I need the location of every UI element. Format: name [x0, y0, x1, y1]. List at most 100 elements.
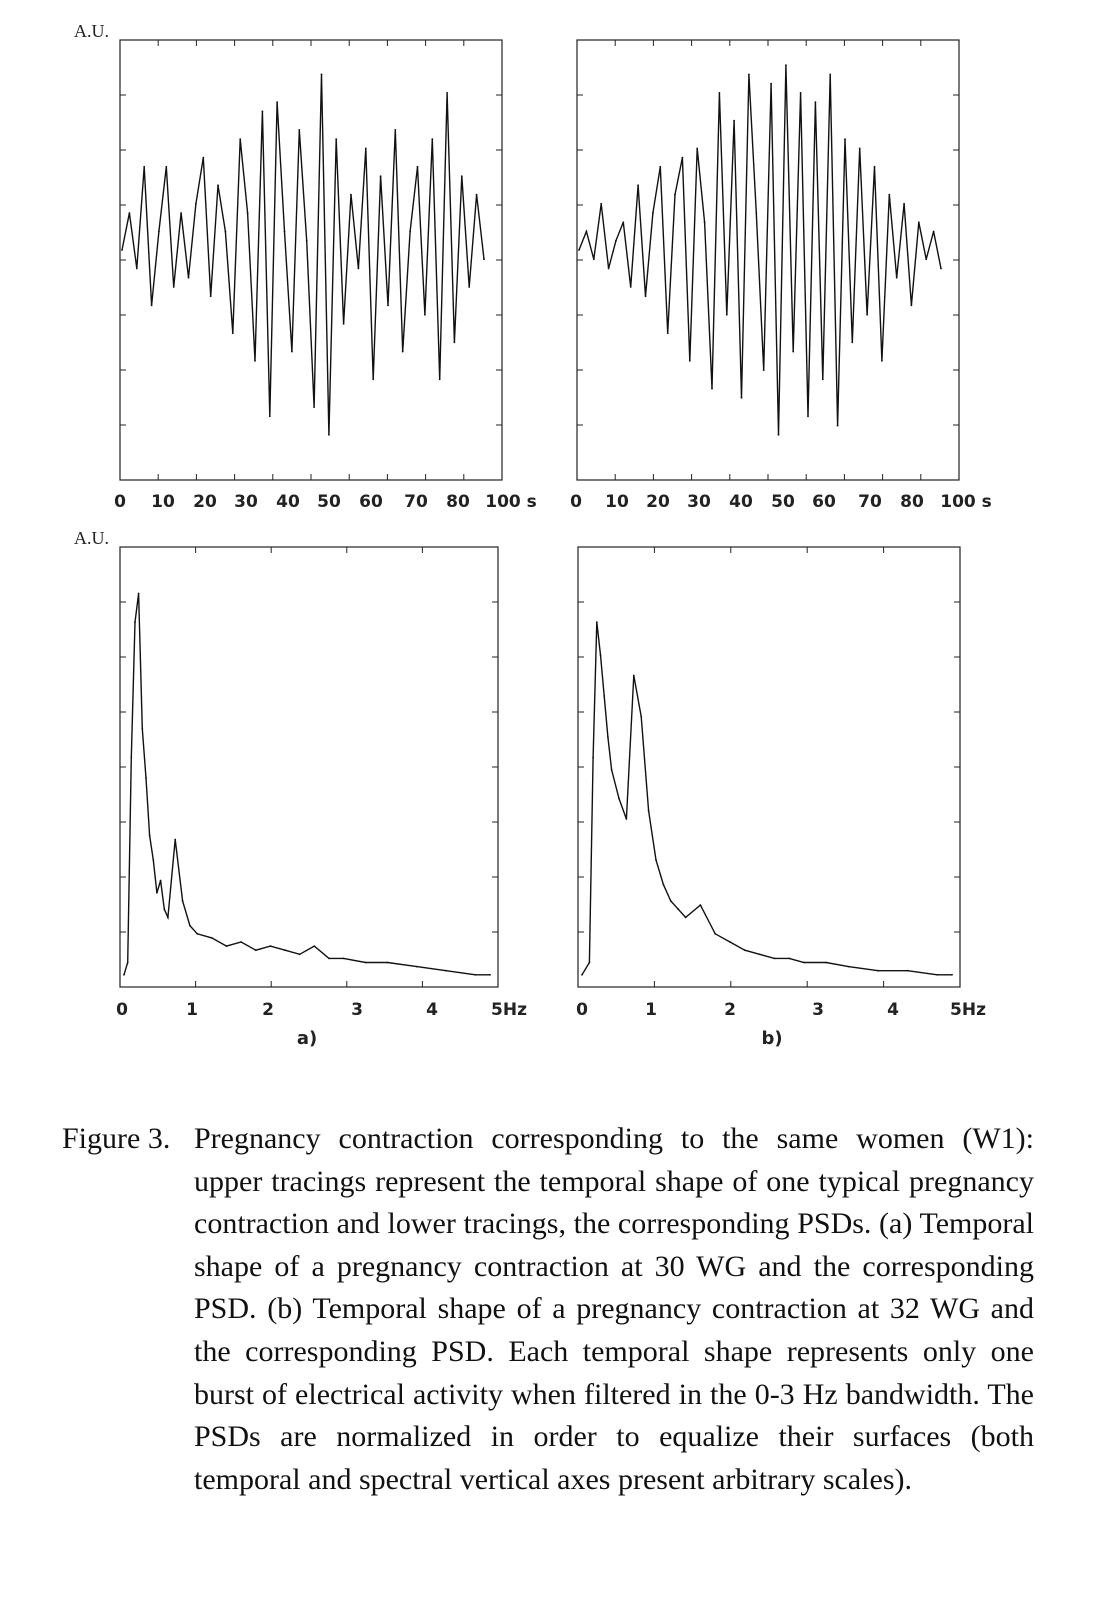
data-point	[743, 949, 746, 952]
data-point	[851, 341, 854, 344]
data-point	[792, 350, 795, 353]
figure-3: 0 10 20 30 40 50 60 70 80 100 sA.U.0 10 20 30 40 50 60 7…	[74, 21, 992, 1049]
data-point	[298, 953, 301, 956]
data-point	[762, 369, 765, 371]
data-point	[483, 258, 485, 261]
data-point	[268, 415, 271, 418]
x-tick-label: 100 s	[940, 492, 992, 512]
data-point	[141, 727, 144, 730]
data-point	[468, 286, 471, 288]
data-point	[145, 777, 147, 779]
data-point	[777, 433, 780, 436]
data-point	[599, 654, 602, 656]
data-point	[372, 378, 375, 381]
x-tick-label: 0	[576, 1000, 588, 1020]
data-point	[647, 809, 650, 812]
data-point	[143, 165, 146, 168]
data-point	[881, 360, 883, 362]
y-axis-label: A.U.	[74, 21, 109, 41]
data-point	[866, 313, 868, 316]
data-point	[729, 941, 731, 943]
x-tick-label: 4	[887, 1000, 899, 1020]
data-point	[172, 286, 175, 288]
x-tick-label: 5Hz	[950, 1000, 986, 1020]
data-point	[364, 147, 367, 150]
x-tick-label: 70	[858, 492, 882, 512]
data-point	[181, 900, 184, 902]
x-tick-label: 3	[351, 1000, 363, 1020]
x-tick-label: 30	[687, 492, 711, 512]
data-point	[799, 92, 802, 94]
data-point	[578, 249, 580, 251]
x-tick-label: 4	[426, 1000, 438, 1020]
data-point	[202, 156, 205, 159]
chart-panel-4: 0 1 2 3 4 5Hz b)	[576, 546, 986, 1049]
data-point	[585, 230, 588, 233]
x-tick-label: 80	[900, 492, 924, 512]
data-point	[615, 239, 617, 242]
data-point	[903, 202, 905, 205]
data-point	[320, 73, 323, 76]
data-point	[610, 768, 613, 771]
data-point	[917, 221, 920, 224]
data-point	[134, 621, 136, 624]
data-point	[940, 267, 942, 270]
data-point	[600, 202, 603, 205]
series-line	[121, 74, 485, 435]
data-point	[888, 193, 891, 196]
data-point	[148, 834, 151, 837]
data-point	[877, 969, 879, 972]
data-point	[150, 304, 153, 307]
data-point	[254, 360, 256, 362]
data-point	[254, 949, 257, 952]
data-point	[163, 908, 166, 911]
data-point	[674, 193, 676, 196]
data-point	[123, 973, 125, 976]
data-point	[748, 73, 750, 76]
plot-frame	[119, 546, 499, 988]
data-point	[925, 258, 928, 261]
data-point	[196, 932, 199, 935]
data-point	[703, 221, 706, 224]
data-point	[269, 945, 272, 947]
data-point	[632, 674, 635, 677]
plot-frame	[577, 546, 961, 988]
data-point	[291, 350, 293, 353]
data-point	[401, 350, 404, 353]
x-tick-label: 10	[605, 492, 629, 512]
data-point	[387, 304, 389, 307]
data-point	[357, 267, 360, 270]
data-point	[829, 73, 832, 76]
data-point	[699, 904, 702, 906]
plot-frame	[119, 39, 503, 481]
data-point	[335, 138, 338, 141]
data-point	[475, 193, 478, 196]
plot-frame	[576, 39, 960, 481]
data-point	[622, 221, 625, 224]
data-point	[895, 276, 898, 279]
data-point	[394, 129, 397, 131]
data-point	[261, 110, 264, 113]
x-tick-label: 50	[317, 492, 341, 512]
data-point	[581, 973, 583, 976]
data-point	[688, 360, 691, 362]
y-axis-label: A.U.	[74, 528, 109, 548]
data-point	[711, 387, 713, 390]
data-point	[159, 879, 162, 882]
data-point	[137, 592, 140, 595]
data-point	[718, 92, 721, 94]
data-point	[733, 119, 735, 122]
data-point	[165, 165, 168, 168]
data-point	[474, 973, 477, 976]
series-line	[578, 65, 942, 435]
data-point	[180, 212, 183, 214]
data-point	[696, 147, 699, 150]
data-point	[644, 295, 647, 298]
data-point	[231, 332, 234, 335]
data-point	[438, 378, 441, 381]
data-point	[858, 147, 861, 150]
data-point	[681, 156, 684, 159]
x-tick-label: 20	[646, 492, 670, 512]
panel-label: a)	[297, 1028, 317, 1049]
data-point	[652, 212, 654, 214]
